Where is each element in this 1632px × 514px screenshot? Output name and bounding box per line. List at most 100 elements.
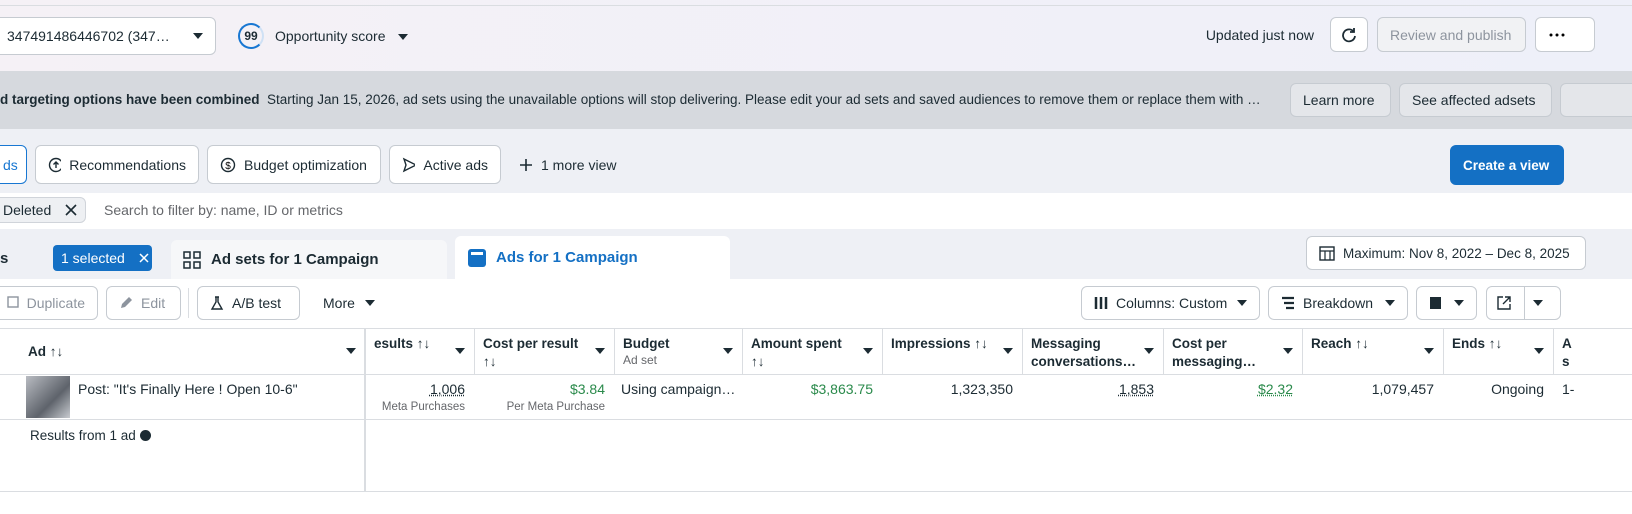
label: Deleted [3,202,52,218]
more-button[interactable]: More [323,295,375,311]
columns-button[interactable]: Columns: Custom [1081,286,1260,320]
footer-text: Results from 1 ad [30,428,136,443]
svg-text:$: $ [225,161,231,172]
column-divider [882,328,883,374]
column-divider [742,328,743,374]
caret [595,348,605,354]
label: Recommendations [69,156,186,173]
view-tab[interactable]: Recommendations [35,145,199,184]
create-view[interactable]: Create a view [1450,145,1564,185]
cell-value: 1,006 [429,381,465,397]
info-icon [140,430,151,441]
label: Breakdown [1303,295,1374,311]
more-views[interactable]: 1 more view [520,157,616,173]
column-divider [1443,328,1444,374]
cell-subtitle: Per Meta Purchase [506,401,605,413]
caret [1237,300,1247,306]
date-picker[interactable]: Maximum: Nov 8, 2022 – Dec 8, 2025 [1306,236,1586,270]
more-button[interactable] [1535,17,1595,52]
review-button[interactable]: Review and publish [1377,17,1526,52]
icon [48,157,62,172]
duplicate-button[interactable]: Duplicate [0,286,98,320]
banner-message: Starting Jan 15, 2026, ad sets using the… [267,92,1261,107]
divider [1524,286,1525,320]
tab-active[interactable]: Ads for 1 Campaign [455,236,730,279]
filter-chip[interactable]: Deleted [0,197,86,223]
caret [1534,348,1544,354]
column-header: Cost per result ↑↓ [483,336,579,369]
score-label[interactable]: Opportunity score [275,28,386,44]
cell-value: 1,323,350 [950,381,1013,397]
flask-icon [210,296,224,310]
column-header: Reach ↑↓ [1311,336,1369,351]
column-divider [474,328,475,374]
caret [1283,348,1293,354]
column-subtitle: Ad set [623,353,658,367]
view-tab[interactable]: $ Budget optimization [207,145,381,184]
caret [398,34,408,40]
caret [863,348,873,354]
breakdown-icon [1282,296,1294,310]
learn-more[interactable]: Learn more [1290,83,1391,117]
search-input[interactable]: Search to filter by: name, ID or metrics [104,202,343,218]
label: Duplicate [26,295,85,311]
caret [1424,348,1434,354]
caret [455,348,465,354]
see-affected[interactable]: See affected adsets [1399,83,1552,117]
selected-chip[interactable]: 1 selected [53,245,152,271]
export-icon [1497,296,1511,310]
cell-value: 1- [1562,381,1575,397]
column-header: Ad ↑↓ [28,344,64,359]
column-header: A s [1562,336,1572,369]
label: Columns: Custom [1116,295,1228,311]
hline [0,374,1632,375]
cell-value: 1,853 [1118,381,1154,397]
tab-label[interactable]: s [0,250,9,267]
column-header: Cost per messaging… [1172,336,1257,369]
view-tab[interactable]: Active ads [389,145,501,184]
calendar-icon [1319,246,1335,261]
pencil-icon [121,297,132,308]
score-badge: 99 [238,23,264,49]
edit-button[interactable]: Edit [106,286,181,320]
column-divider [1022,328,1023,374]
cell-value: Ongoing [1491,381,1544,397]
account-name: 347491486446702 (347… [7,28,170,44]
caret [1533,300,1543,306]
cell-value: $3.84 [569,381,605,397]
ab-test-button[interactable]: A/B test [197,286,300,320]
label: Ads for 1 Campaign [496,249,638,266]
divider [188,288,189,318]
tab[interactable]: Ad sets for 1 Campaign [171,240,447,279]
breakdown-button[interactable]: Breakdown [1268,286,1408,320]
column-header: Messaging conversations… [1031,336,1137,369]
column-header: esults ↑↓ [374,336,431,351]
reports-button[interactable] [1416,286,1477,320]
label: Active ads [423,156,488,173]
column-divider [1553,328,1554,374]
caret [346,348,356,354]
label: A/B test [232,295,282,311]
label: Budget optimization [244,156,367,173]
label: More [323,295,355,311]
close-icon [139,253,149,263]
view-tab[interactable]: ds [0,145,27,184]
hline [0,419,1632,420]
caret [193,33,203,39]
cell-value: Using campaign… [621,381,736,397]
account-select[interactable]: 347491486446702 (347… [0,17,216,55]
refresh-button[interactable] [1330,17,1368,52]
hline [0,491,1632,492]
cell-subtitle: Meta Purchases [381,401,465,413]
reports-icon [1430,297,1441,309]
caret [1144,348,1154,354]
export-button[interactable] [1486,286,1561,320]
banner-button[interactable] [1560,83,1632,117]
icon [402,157,416,172]
column-header: Impressions ↑↓ [891,336,988,351]
close-icon [65,204,77,216]
grid-icon [183,250,201,269]
icon: $ [220,157,236,172]
frozen-divider [364,328,366,492]
ads-icon [468,248,486,267]
